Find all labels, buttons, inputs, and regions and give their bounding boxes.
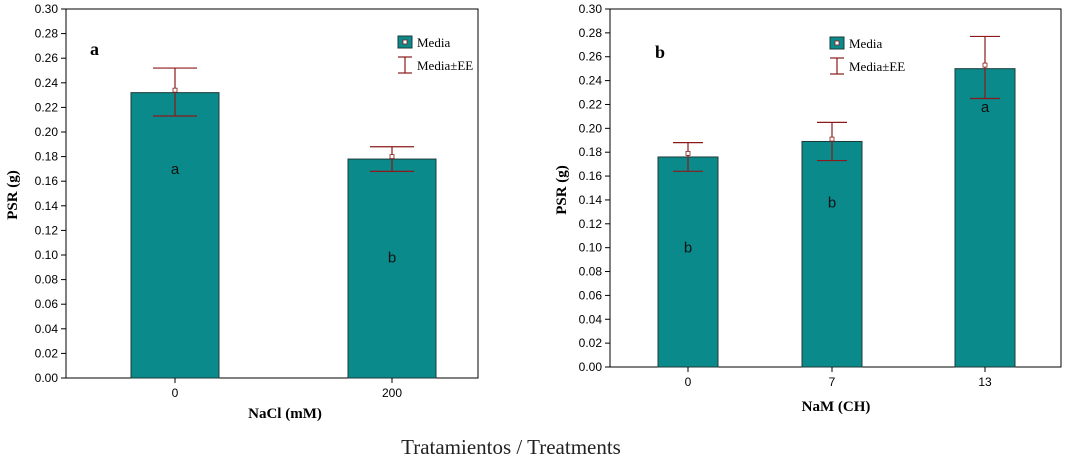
x-tick-label: 0 xyxy=(172,386,179,400)
y-tick-label: 0.28 xyxy=(579,26,603,40)
y-tick-label: 0.22 xyxy=(35,100,59,114)
plot-frame xyxy=(65,8,479,379)
significance-letter: b xyxy=(828,194,836,211)
bar xyxy=(954,68,1016,368)
panel-label: a xyxy=(90,39,99,59)
significance-letter: a xyxy=(981,99,990,116)
y-tick-label: 0.06 xyxy=(579,288,603,302)
mean-marker xyxy=(172,87,178,93)
y-tick-label: 0.08 xyxy=(35,273,59,287)
bar xyxy=(130,92,220,379)
x-tick-label: 13 xyxy=(978,375,992,389)
y-tick-label: 0.10 xyxy=(35,248,59,262)
y-tick-label: 0.14 xyxy=(35,199,59,213)
y-axis-label: PSR (g) xyxy=(5,170,21,220)
y-tick-label: 0.26 xyxy=(579,50,603,64)
y-tick-label: 0.04 xyxy=(35,322,59,336)
y-tick-label: 0.02 xyxy=(35,346,59,360)
y-tick-label: 0.04 xyxy=(579,312,603,326)
y-tick-label: 0.14 xyxy=(579,193,603,207)
significance-letter: b xyxy=(388,249,396,266)
chart-panel-a: 0.00 0.02 0.04 0.06 0.08 0.10 0.12 0.14 0.16 0.18… xyxy=(5,2,479,422)
legend-label-media: Media xyxy=(849,36,882,51)
bar xyxy=(657,156,719,368)
legend-mean-marker xyxy=(402,39,408,45)
y-tick-label: 0.24 xyxy=(579,74,603,88)
y-tick-label: 0.18 xyxy=(579,145,603,159)
y-tick-label: 0.20 xyxy=(579,121,603,135)
mean-marker xyxy=(829,136,835,142)
x-tick-label: 200 xyxy=(382,386,402,400)
y-tick-label: 0.26 xyxy=(35,51,59,65)
x-axis-label: NaM (CH) xyxy=(802,399,871,415)
significance-letter: a xyxy=(171,161,180,178)
mean-marker xyxy=(389,154,395,160)
y-tick-label: 0.18 xyxy=(35,150,59,164)
bar xyxy=(801,140,863,368)
x-tick-label: 0 xyxy=(685,375,692,389)
mean-marker xyxy=(982,62,988,68)
chart-panel-b: 0.00 0.02 0.04 0.06 0.08 0.10 0.12 0.14 0.16 0.18… xyxy=(554,2,1062,415)
legend-label-media-ee: Media±EE xyxy=(849,59,905,74)
panel-label: b xyxy=(655,42,665,62)
y-tick-label: 0.16 xyxy=(35,174,59,188)
y-tick-label: 0.00 xyxy=(35,371,59,385)
bar xyxy=(347,158,437,379)
y-tick-label: 0.00 xyxy=(579,360,603,374)
y-axis-label: PSR (g) xyxy=(554,165,570,215)
figure-caption: Tratamientos / Treatments xyxy=(401,435,621,459)
y-tick-label: 0.08 xyxy=(579,265,603,279)
y-tick-label: 0.30 xyxy=(579,2,603,16)
x-tick-label: 7 xyxy=(829,375,836,389)
mean-marker xyxy=(685,150,691,156)
y-tick-label: 0.30 xyxy=(35,2,59,16)
y-tick-label: 0.12 xyxy=(35,223,59,237)
x-axis-label: NaCl (mM) xyxy=(248,406,322,422)
y-tick-label: 0.28 xyxy=(35,27,59,41)
y-tick-label: 0.16 xyxy=(579,169,603,183)
legend-label-media-ee: Media±EE xyxy=(417,58,473,73)
y-tick-label: 0.20 xyxy=(35,125,59,139)
legend-label-media: Media xyxy=(417,35,450,50)
legend: Media Media±EE xyxy=(829,36,905,75)
legend: Media Media±EE xyxy=(397,35,473,74)
y-tick-label: 0.10 xyxy=(579,241,603,255)
y-tick-label: 0.24 xyxy=(35,76,59,90)
y-tick-label: 0.02 xyxy=(579,336,603,350)
legend-mean-marker xyxy=(834,40,840,46)
y-tick-label: 0.12 xyxy=(579,217,603,231)
y-tick-label: 0.22 xyxy=(579,97,603,111)
y-tick-label: 0.06 xyxy=(35,297,59,311)
significance-letter: b xyxy=(684,240,692,257)
